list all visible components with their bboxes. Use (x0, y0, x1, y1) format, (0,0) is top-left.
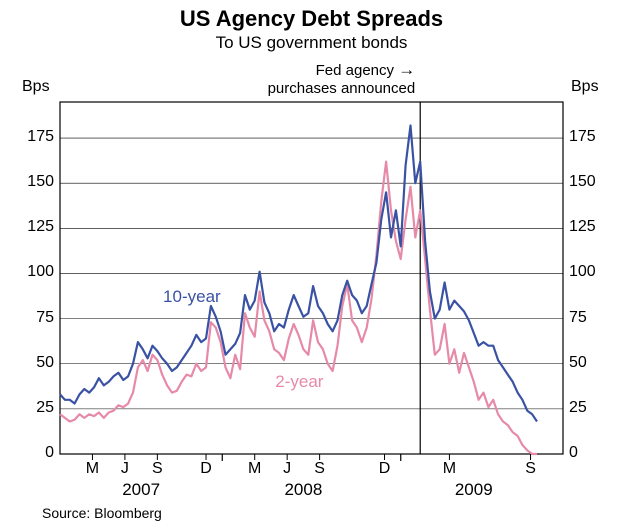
y-tick-label: 100 (14, 263, 54, 281)
y-tick-label: 0 (569, 444, 609, 462)
x-month-label: M (248, 460, 261, 478)
y-tick-label: 125 (569, 218, 609, 236)
y-tick-label: 75 (14, 309, 54, 327)
y-tick-label: 25 (14, 399, 54, 417)
y-tick-label: 50 (14, 354, 54, 372)
x-month-label: D (379, 460, 391, 478)
y-tick-label: 25 (569, 399, 609, 417)
x-year-label: 2007 (122, 480, 160, 500)
y-tick-label: 175 (569, 128, 609, 146)
x-month-label: M (443, 460, 456, 478)
x-month-label: S (314, 460, 325, 478)
series-label-2yr: 2-year (275, 372, 323, 392)
x-month-label: J (283, 460, 291, 478)
annotation-line-1: Fed agency (316, 62, 394, 79)
y-tick-label: 100 (569, 263, 609, 281)
x-month-label: J (121, 460, 129, 478)
x-month-label: S (525, 460, 536, 478)
y-tick-label: 50 (569, 354, 609, 372)
arrow-right-icon: → (398, 60, 415, 79)
y-tick-label: 150 (569, 173, 609, 191)
annotation-line-2: purchases announced (268, 80, 416, 97)
x-month-label: S (152, 460, 163, 478)
y-tick-label: 175 (14, 128, 54, 146)
y-tick-label: 125 (14, 218, 54, 236)
chart-container: US Agency Debt Spreads To US government … (0, 0, 623, 529)
x-year-label: 2009 (455, 480, 493, 500)
x-month-label: M (86, 460, 99, 478)
y-tick-label: 150 (14, 173, 54, 191)
chart-source: Source: Bloomberg (42, 505, 162, 521)
y-tick-label: 75 (569, 309, 609, 327)
y-tick-label: 0 (14, 444, 54, 462)
fed-announcement-annotation: Fed agency → purchases announced (240, 60, 415, 98)
x-month-label: D (200, 460, 212, 478)
series-label-10yr: 10-year (163, 287, 221, 307)
x-year-label: 2008 (284, 480, 322, 500)
